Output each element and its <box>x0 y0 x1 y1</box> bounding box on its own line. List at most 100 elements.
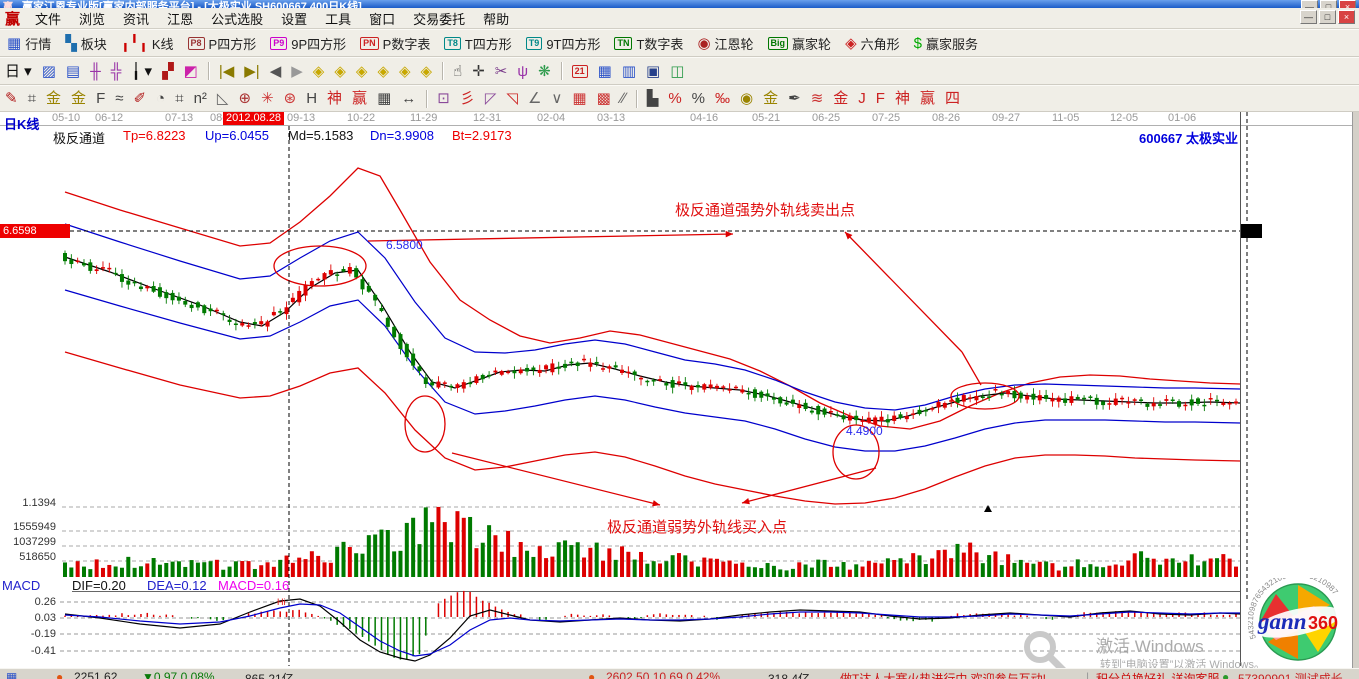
kline-button[interactable]: ╻╹╻ K线 <box>114 32 181 55</box>
shen-grid-icon[interactable]: 神 <box>322 89 347 108</box>
ruler-grid-icon[interactable]: ⌗ <box>170 89 188 108</box>
zoom-v-icon[interactable]: ◈ <box>372 62 394 81</box>
restore-button[interactable]: □ <box>1319 10 1336 24</box>
slant-lines-icon[interactable]: ∕∕ <box>616 89 631 108</box>
save-icon[interactable]: ▣ <box>641 62 665 81</box>
window-titlebar[interactable]: 赢 赢家江恩专业版[赢家内部服务平台] - [太极实业 SH600667 400… <box>0 0 1359 8</box>
j-slash-icon[interactable]: J <box>853 89 871 108</box>
h-marker-icon[interactable]: Η <box>301 89 322 108</box>
goto-last-icon[interactable]: ▶| <box>239 62 264 81</box>
bars-3-icon[interactable]: ╫ <box>85 62 106 81</box>
gann-wheel-button[interactable]: ◉ 江恩轮 <box>690 32 760 55</box>
square-n2-icon[interactable]: n² <box>189 89 212 108</box>
fan-box-icon[interactable]: ◸ <box>480 89 502 108</box>
flower-tool-icon[interactable]: ❋ <box>533 62 556 81</box>
menu-item-6[interactable]: 工具 <box>325 11 352 27</box>
pen-icon[interactable]: ✎ <box>0 89 23 108</box>
step-right-icon[interactable]: ▶ <box>286 62 308 81</box>
ying-slash-icon[interactable]: 赢 <box>915 89 940 108</box>
menu-item-9[interactable]: 帮助 <box>483 11 510 27</box>
minimize-button[interactable]: — <box>1300 10 1317 24</box>
angle-icon[interactable]: ◺ <box>212 89 234 108</box>
zoom-out-icon[interactable]: ◈ <box>416 62 438 81</box>
wave-icon[interactable]: ≈ <box>110 89 128 108</box>
crosshair-tool-icon[interactable]: ✛ <box>467 62 490 81</box>
p-number-button[interactable]: PN P数字表 <box>353 32 437 55</box>
menu-item-5[interactable]: 设置 <box>281 11 308 27</box>
v-lines-icon[interactable]: ∨ <box>546 89 567 108</box>
ying-grid-icon[interactable]: 赢 <box>347 89 372 108</box>
percent-icon[interactable]: % <box>687 89 710 108</box>
zoom-right-icon[interactable]: ◈ <box>329 62 351 81</box>
fibonacci-icon[interactable]: F <box>91 89 110 108</box>
zoom-left-icon[interactable]: ◈ <box>308 62 330 81</box>
menu-item-0[interactable]: 文件 <box>35 11 62 27</box>
dial-icon[interactable]: ◔ <box>151 89 170 108</box>
gann-tool-icon[interactable]: ψ <box>512 62 533 81</box>
memo-icon[interactable]: ▤ <box>61 62 85 81</box>
step-left-icon[interactable]: ◀ <box>265 62 287 81</box>
hand-tool-icon[interactable]: ☝ <box>448 62 467 81</box>
zoom-h-icon[interactable]: ◈ <box>351 62 373 81</box>
zoom-in-icon[interactable]: ◈ <box>394 62 416 81</box>
color-filter-icon[interactable]: ◩ <box>179 62 203 81</box>
four-slash-icon[interactable]: 四 <box>940 89 965 108</box>
gold-coin-icon[interactable]: ◉ <box>735 89 758 108</box>
cut-tool-icon[interactable]: ✂ <box>490 62 513 81</box>
t-square-button[interactable]: T8 T四方形 <box>437 32 518 55</box>
t9-square-button[interactable]: T9 9T四方形 <box>519 32 608 55</box>
bars-9-icon[interactable]: ╬ <box>106 62 127 81</box>
menu-item-8[interactable]: 交易委托 <box>413 11 466 27</box>
calendar-icon[interactable]: 21 <box>567 63 593 80</box>
restore-button[interactable]: □ <box>1320 0 1337 8</box>
menu-item-1[interactable]: 浏览 <box>79 11 106 27</box>
gold-grid-icon[interactable]: 金 <box>41 89 66 108</box>
close-button[interactable]: × <box>1339 0 1356 8</box>
p-square-button[interactable]: P8 P四方形 <box>181 32 264 55</box>
gold-grid2-icon[interactable]: 金 <box>66 89 91 108</box>
t-number-button[interactable]: TN T数字表 <box>607 32 690 55</box>
red-grid2-icon[interactable]: ▩ <box>592 89 616 108</box>
calculator-icon[interactable]: ▦ <box>593 62 617 81</box>
red-grid-icon[interactable]: ▦ <box>567 89 591 108</box>
web-box-icon[interactable]: ⊛ <box>279 89 302 108</box>
circle-cross-icon[interactable]: ⊕ <box>233 89 256 108</box>
fan-box2-icon[interactable]: ◹ <box>501 89 523 108</box>
winner-service-button[interactable]: $ 赢家服务 <box>907 32 985 55</box>
quotes-button[interactable]: ▦ 行情 <box>0 32 58 55</box>
menu-item-2[interactable]: 资讯 <box>123 11 150 27</box>
shen-slash-icon[interactable]: 神 <box>890 89 915 108</box>
f-slash-icon[interactable]: F <box>871 89 890 108</box>
menu-item-4[interactable]: 公式选股 <box>211 11 264 27</box>
piano-grid-icon[interactable]: ▦ <box>372 89 396 108</box>
candle-style-icon[interactable]: ╽ ▾ <box>126 62 157 81</box>
period-selector[interactable]: 日 ▾ <box>0 62 37 81</box>
menu-item-3[interactable]: 江恩 <box>167 11 194 27</box>
report-icon[interactable]: ▥ <box>617 62 641 81</box>
p9-square-button[interactable]: P9 9P四方形 <box>263 32 353 55</box>
menu-item-7[interactable]: 窗口 <box>369 11 396 27</box>
av-icon[interactable]: ≋ <box>806 89 829 108</box>
gold-bar-icon[interactable]: 金 <box>758 89 783 108</box>
percent-red-icon[interactable]: % <box>663 89 686 108</box>
permille-icon[interactable]: ‰ <box>710 89 735 108</box>
pattern-window-icon[interactable]: ▨ <box>37 62 61 81</box>
brush-icon[interactable]: ✐ <box>128 89 151 108</box>
hexagon-button[interactable]: ◈ 六角形 <box>838 32 907 55</box>
gold-slash-icon[interactable]: 金 <box>828 89 853 108</box>
web-icon[interactable]: ✳ <box>256 89 279 108</box>
export-chart-icon[interactable]: ◫ <box>665 62 689 81</box>
width-icon[interactable]: ↔ <box>396 89 421 108</box>
col-chart-icon[interactable]: ▙ <box>642 89 664 108</box>
winner-wheel-button[interactable]: Big 赢家轮 <box>761 32 839 55</box>
grid-lines-icon[interactable]: ⌗ <box>23 89 41 108</box>
right-scroll-strip[interactable] <box>1352 112 1359 668</box>
fan-lines-icon[interactable]: 彡 <box>455 89 480 108</box>
pen-k-icon[interactable]: ✒ <box>783 89 806 108</box>
angle-lines-icon[interactable]: ∠ <box>523 89 546 108</box>
stats-flag-icon[interactable]: ▞ <box>157 62 179 81</box>
box-tool-icon[interactable]: ⊡ <box>432 89 455 108</box>
sectors-button[interactable]: ▚ 板块 <box>58 32 114 55</box>
minimize-button[interactable]: — <box>1301 0 1318 8</box>
